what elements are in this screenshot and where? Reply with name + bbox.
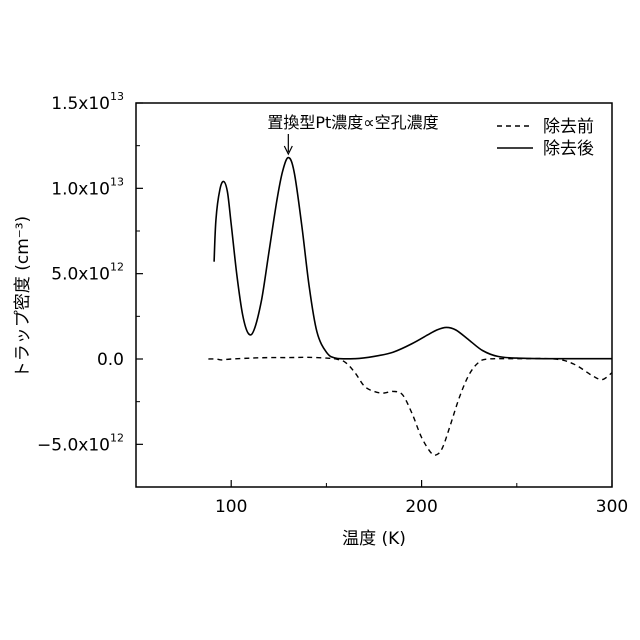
y-tick-mantissa: −5.0x10 xyxy=(37,435,110,455)
y-tick-mantissa: 1.5x10 xyxy=(51,94,110,114)
y-tick-exponent: 13 xyxy=(110,90,124,103)
y-tick-label: 1.0x1013 xyxy=(51,175,124,199)
annotation: 置換型Pt濃度∝空孔濃度 xyxy=(267,113,438,154)
y-tick-label: 1.5x1013 xyxy=(51,90,124,114)
tick-marks xyxy=(136,103,612,487)
series-lines xyxy=(208,158,612,456)
legend-label-1: 除去後 xyxy=(543,139,594,159)
y-tick-mantissa: 5.0x10 xyxy=(51,265,110,285)
x-tick-label: 200 xyxy=(405,497,437,517)
y-tick-exponent: 12 xyxy=(110,261,124,274)
x-tick-label: 100 xyxy=(215,497,247,517)
legend-label-0: 除去前 xyxy=(543,117,594,137)
y-tick-label: 5.0x1012 xyxy=(51,261,124,285)
legend: 除去前除去後 xyxy=(497,117,594,159)
series-line-0 xyxy=(208,357,612,455)
x-axis-title: 温度 (K) xyxy=(342,529,406,549)
y-tick-mantissa: 1.0x10 xyxy=(51,179,110,199)
x-tick-label: 300 xyxy=(596,497,628,517)
annotation-label: 置換型Pt濃度∝空孔濃度 xyxy=(267,113,438,132)
y-tick-labels: 1.5x10131.0x10135.0x10120.0−5.0x1012 xyxy=(37,90,124,455)
axes xyxy=(136,103,612,487)
y-axis-title: トラップ密度 (cm⁻³) xyxy=(13,216,33,378)
y-tick-mantissa: 0.0 xyxy=(97,350,124,370)
plot-frame xyxy=(136,103,612,487)
series-line-1 xyxy=(214,158,612,359)
x-tick-labels: 100 200 300 xyxy=(215,497,628,517)
y-tick-label: 0.0 xyxy=(97,350,124,370)
y-tick-exponent: 13 xyxy=(110,175,124,188)
y-tick-label: −5.0x1012 xyxy=(37,431,124,455)
y-tick-exponent: 12 xyxy=(110,431,124,444)
